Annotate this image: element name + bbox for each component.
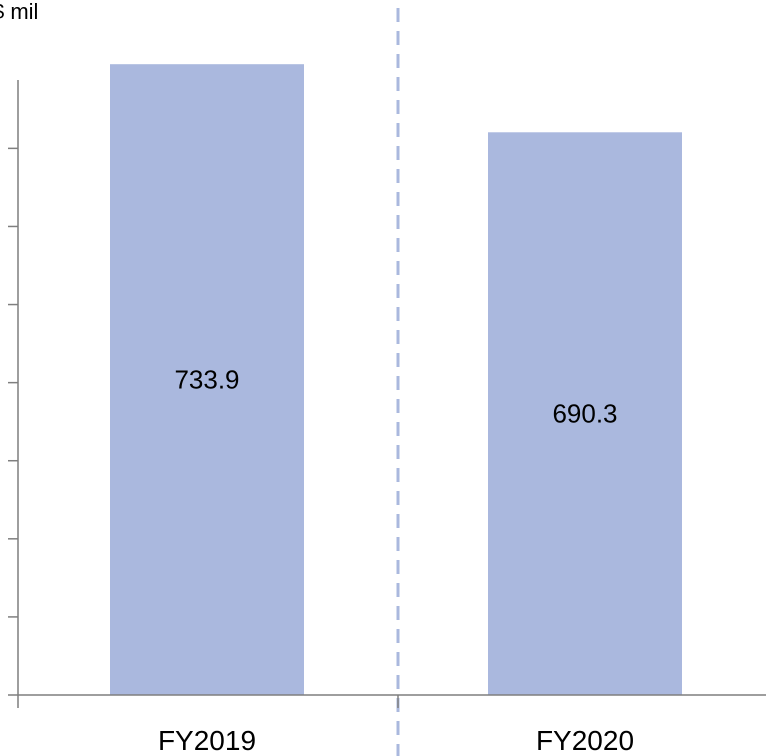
bar-fy2020 — [488, 132, 682, 695]
bar-fy2019 — [110, 64, 304, 696]
bars-group — [110, 64, 682, 696]
x-tick-label-fy2020: FY2020 — [536, 725, 634, 756]
value-label-fy2019: 733.9 — [174, 365, 239, 395]
value-label-fy2020: 690.3 — [552, 399, 617, 429]
x-tick-label-fy2019: FY2019 — [158, 725, 256, 756]
y-ticks-group — [8, 147, 18, 618]
value-labels-group: 733.9 690.3 — [174, 365, 617, 429]
x-labels-group: FY2019 FY2020 — [158, 725, 634, 756]
y-unit-label: $ mil — [0, 0, 38, 24]
